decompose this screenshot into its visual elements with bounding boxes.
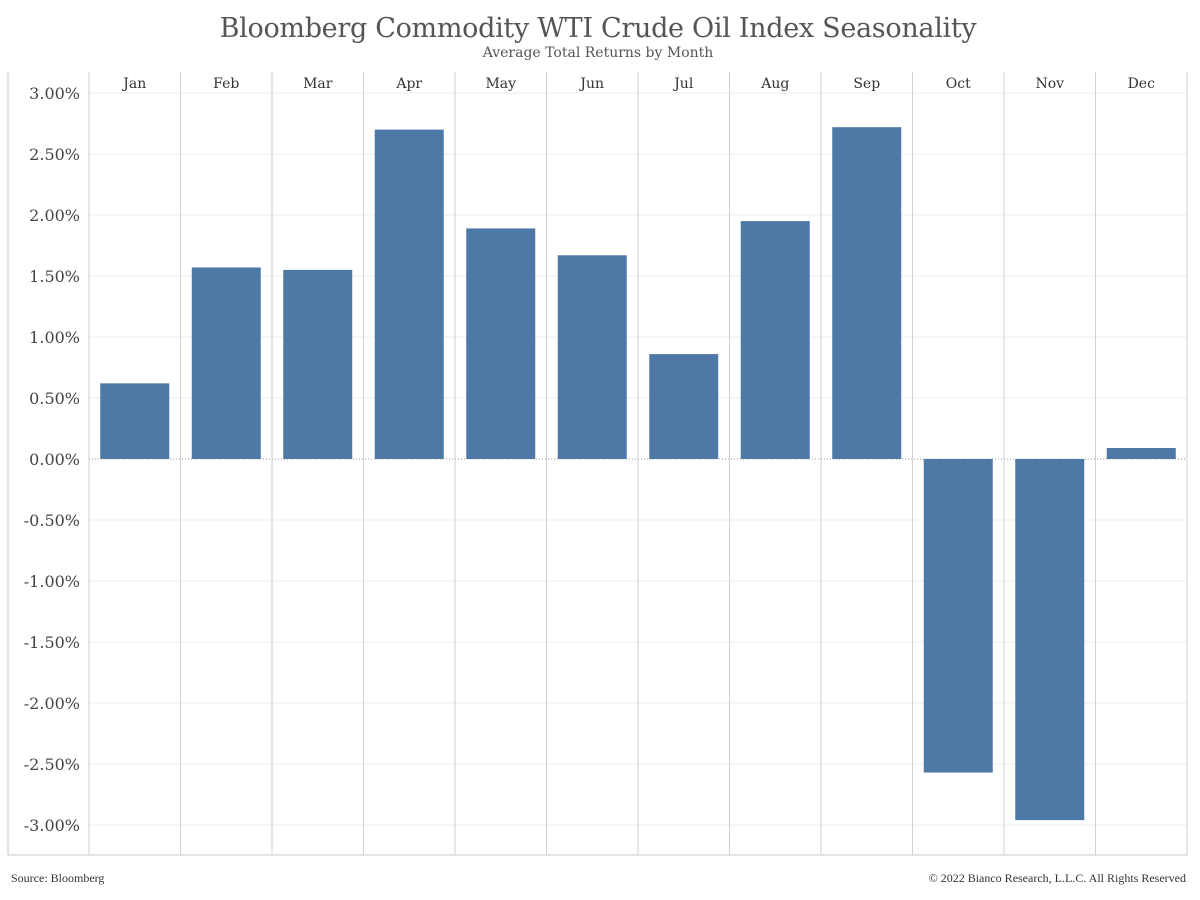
y-tick-label: -3.00% bbox=[24, 816, 80, 835]
y-tick-label: 3.00% bbox=[29, 84, 80, 103]
x-tick-label: Aug bbox=[760, 76, 789, 92]
y-tick-label: -1.00% bbox=[24, 572, 80, 591]
x-tick-label: Oct bbox=[946, 76, 971, 92]
x-tick-label: Jul bbox=[672, 76, 694, 92]
bar bbox=[1106, 448, 1176, 459]
bar bbox=[923, 459, 993, 773]
bar bbox=[557, 255, 627, 459]
x-tick-label: Mar bbox=[303, 76, 333, 92]
y-tick-label: -1.50% bbox=[24, 633, 80, 652]
y-tick-label: 1.50% bbox=[29, 267, 80, 286]
x-tick-label: Sep bbox=[853, 76, 880, 92]
y-tick-label: 0.00% bbox=[29, 450, 80, 469]
x-tick-label: May bbox=[485, 76, 516, 92]
x-tick-label: Feb bbox=[213, 76, 239, 92]
y-tick-label: -0.50% bbox=[24, 511, 80, 530]
chart-subtitle: Average Total Returns by Month bbox=[482, 45, 714, 61]
bar bbox=[649, 354, 719, 459]
bar bbox=[100, 383, 170, 459]
bar bbox=[466, 228, 536, 459]
y-tick-label: 2.50% bbox=[29, 145, 80, 164]
bar bbox=[832, 127, 902, 459]
bar bbox=[740, 221, 810, 459]
bar bbox=[374, 129, 444, 459]
y-tick-label: 2.00% bbox=[29, 206, 80, 225]
y-tick-label: -2.50% bbox=[24, 755, 80, 774]
x-tick-label: Jun bbox=[578, 76, 604, 92]
x-tick-label: Jan bbox=[121, 76, 146, 92]
x-tick-label: Nov bbox=[1035, 76, 1064, 92]
bar bbox=[1015, 459, 1085, 821]
y-tick-label: 1.00% bbox=[29, 328, 80, 347]
source-note: Source: Bloomberg bbox=[11, 871, 105, 885]
bar bbox=[191, 267, 261, 459]
chart-title: Bloomberg Commodity WTI Crude Oil Index … bbox=[219, 13, 977, 44]
x-tick-label: Dec bbox=[1128, 76, 1156, 92]
x-tick-label: Apr bbox=[395, 76, 422, 92]
y-tick-label: 0.50% bbox=[29, 389, 80, 408]
bar bbox=[283, 269, 353, 459]
copyright-note: © 2022 Bianco Research, L.L.C. All Right… bbox=[928, 871, 1186, 885]
y-tick-label: -2.00% bbox=[24, 694, 80, 713]
